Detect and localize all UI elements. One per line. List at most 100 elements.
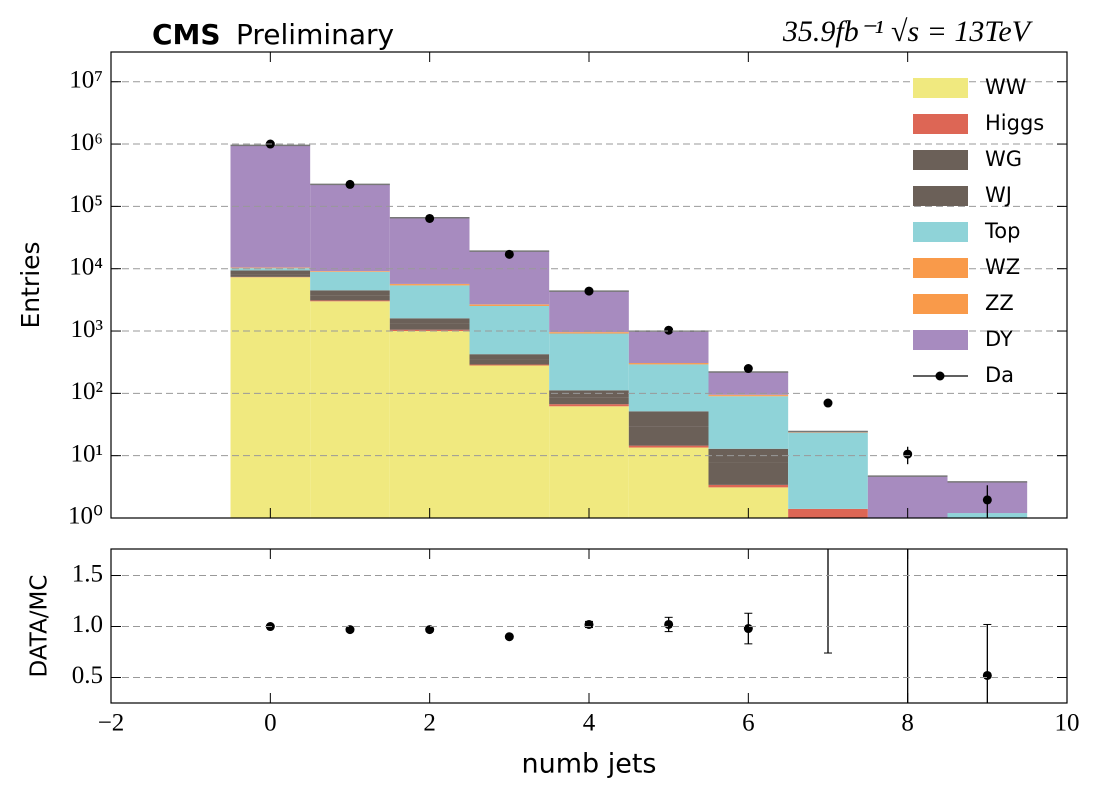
y-tick-label: 10⁶: [69, 129, 103, 156]
histogram-bar: [708, 372, 789, 395]
histogram-bar: [469, 359, 550, 365]
histogram-bar: [549, 333, 629, 391]
y-tick-label: 10⁷: [69, 66, 103, 93]
legend-swatch: [913, 150, 968, 170]
histogram-bar: [389, 331, 470, 518]
legend-swatch: [913, 78, 968, 98]
histogram-bar: [788, 508, 868, 518]
legend-swatch: [913, 258, 968, 278]
histogram-bar: [628, 364, 709, 412]
histogram-bar: [708, 396, 789, 449]
data-point: [425, 213, 435, 223]
histogram-bar: [549, 406, 629, 518]
histogram-bar: [230, 268, 311, 271]
histogram-bar: [310, 301, 390, 518]
x-tick-label: 6: [742, 710, 755, 737]
data-point: [425, 625, 435, 635]
legend-marker: [935, 371, 945, 381]
chart-title: CMS: [152, 18, 221, 51]
histogram-bar: [389, 329, 470, 332]
data-point: [504, 632, 514, 642]
histogram-bar: [549, 397, 629, 405]
histogram-bar: [708, 484, 789, 488]
data-point: [982, 670, 992, 680]
data-point: [584, 286, 594, 296]
data-point: [584, 619, 594, 629]
histogram-bar: [230, 277, 311, 518]
data-point: [345, 179, 355, 189]
ratio-frame: [110, 548, 1068, 704]
histogram-bar: [310, 184, 390, 272]
x-tick-label: 4: [583, 710, 596, 737]
y-tick-label: 10⁴: [69, 253, 103, 280]
legend-label: DY: [985, 327, 1013, 351]
data-point: [743, 364, 753, 374]
histogram-bar: [389, 284, 470, 286]
histogram-bar: [310, 300, 390, 302]
y-tick-label: 10²: [71, 378, 104, 405]
y-tick-label: 1.0: [72, 611, 103, 638]
x-tick-label: 10: [1055, 710, 1080, 737]
histogram-bar: [469, 305, 550, 355]
data-point: [903, 449, 913, 459]
chart-subtitle: Preliminary: [236, 18, 394, 51]
histogram-bar: [708, 462, 789, 485]
legend-swatch: [913, 186, 968, 206]
histogram-bar: [628, 445, 709, 448]
histogram-bar: [389, 217, 470, 284]
lumi-annotation: 35.9fb⁻¹ √s = 13TeV: [782, 15, 1034, 48]
histogram-bar: [549, 332, 629, 333]
y-tick-label: 0.5: [72, 662, 103, 689]
x-tick-label: 0: [264, 710, 277, 737]
legend-swatch: [913, 330, 968, 350]
legend-swatch: [913, 222, 968, 242]
histogram-bar: [389, 285, 470, 319]
data-point: [664, 325, 674, 335]
histogram-bar: [469, 365, 550, 518]
histogram-bar: [788, 432, 868, 509]
main-plot: [230, 139, 1028, 518]
histogram-bar: [708, 395, 789, 397]
legend-label: Higgs: [985, 111, 1044, 135]
legend-label: Top: [984, 219, 1020, 243]
x-tick-label: −2: [98, 710, 125, 737]
histogram-bar: [469, 304, 550, 305]
legend-label: ZZ: [985, 291, 1014, 315]
histogram-bar: [549, 332, 629, 334]
legend-label: WG: [985, 147, 1022, 171]
y-tick-label: 10⁵: [69, 191, 103, 218]
data-point: [664, 619, 674, 629]
data-point: [504, 249, 514, 259]
histogram-bar: [628, 363, 709, 365]
y-tick-label: 10³: [71, 316, 104, 343]
y-tick-label: 10⁰: [68, 503, 103, 530]
x-tick-label: 8: [901, 710, 914, 737]
y-tick-label: 10¹: [71, 440, 104, 467]
histogram-bar: [310, 295, 390, 301]
legend-label: WZ: [985, 255, 1020, 279]
histogram-bar: [708, 394, 789, 396]
histogram-bar: [469, 354, 550, 360]
legend-label: WJ: [985, 183, 1012, 207]
histogram-bar: [549, 404, 629, 407]
main-frame: [110, 51, 1068, 519]
legend-label: WW: [985, 75, 1027, 99]
histogram-bar: [230, 274, 311, 277]
x-tick-label: 2: [423, 710, 436, 737]
legend-swatch: [913, 114, 968, 134]
histogram-bar: [708, 448, 789, 463]
data-point: [982, 495, 992, 505]
legend-label: Da: [985, 363, 1014, 387]
legend-swatch: [913, 294, 968, 314]
histogram-bar: [628, 331, 709, 364]
y-axis-label: Entries: [16, 241, 45, 328]
data-point: [743, 624, 753, 634]
axes: 10⁰ 10¹ 10² 10³ 10⁴ 10⁵ 10⁶ 10⁷ WW Higgs WG WJ Top WZ…: [68, 52, 1080, 737]
data-point: [345, 625, 355, 635]
histogram-bar: [628, 411, 709, 427]
y-tick-label: 1.5: [72, 560, 103, 587]
histogram-bar: [628, 447, 709, 518]
data-point: [823, 398, 833, 408]
